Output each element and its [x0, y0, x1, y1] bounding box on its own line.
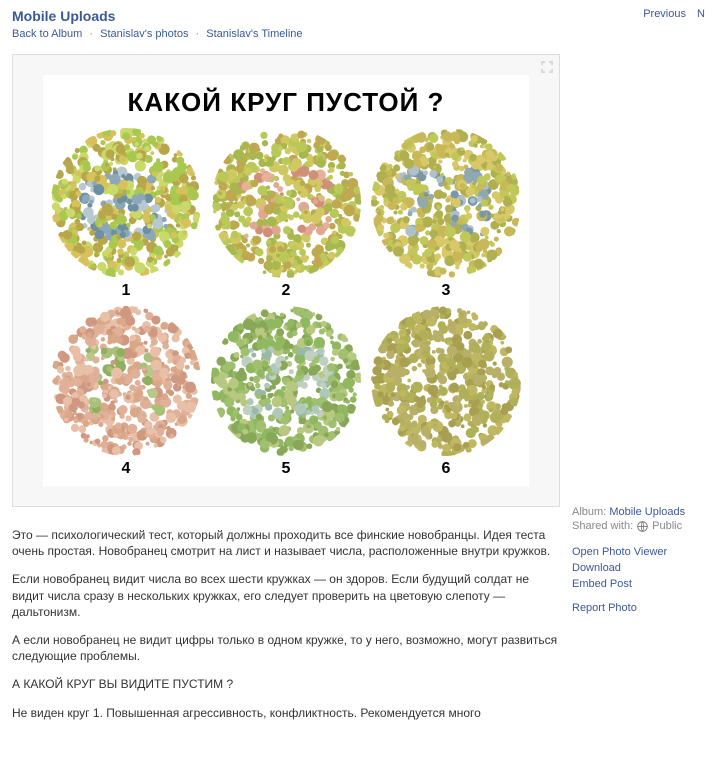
ishihara-grid: 123 456 — [51, 128, 521, 478]
nav-next-link[interactable]: N — [697, 8, 705, 20]
open-photo-viewer-link[interactable]: Open Photo Viewer — [572, 546, 705, 558]
expand-icon[interactable] — [539, 59, 555, 75]
breadcrumb-timeline[interactable]: Stanislav's Timeline — [206, 28, 302, 40]
album-meta: Album: Mobile Uploads — [572, 506, 705, 518]
embed-post-link[interactable]: Embed Post — [572, 578, 705, 590]
photo-card: КАКОЙ КРУГ ПУСТОЙ ? 123 456 — [12, 54, 560, 507]
breadcrumb-sep: · — [89, 28, 93, 40]
plate-circle — [51, 128, 201, 278]
ishihara-plate-2: 2 — [211, 128, 361, 300]
plate-circle — [371, 306, 521, 456]
photo-content: КАКОЙ КРУГ ПУСТОЙ ? 123 456 — [43, 75, 529, 486]
breadcrumb: Back to Album · Stanislav's photos · Sta… — [12, 28, 705, 40]
plate-label: 2 — [211, 282, 361, 300]
plate-circle — [211, 306, 361, 456]
page-title: Mobile Uploads — [12, 8, 705, 24]
photo-sidebar: Album: Mobile Uploads Shared with: Publi… — [572, 46, 705, 745]
breadcrumb-sep: · — [196, 28, 200, 40]
desc-p2: Если новобранец видит числа во всех шест… — [12, 571, 560, 620]
breadcrumb-back[interactable]: Back to Album — [12, 28, 82, 40]
shared-label: Shared with: — [572, 520, 633, 532]
plate-circle — [371, 128, 521, 278]
album-link[interactable]: Mobile Uploads — [609, 506, 685, 518]
ishihara-plate-5: 5 — [211, 306, 361, 478]
report-photo-link[interactable]: Report Photo — [572, 602, 705, 614]
nav-previous-link[interactable]: Previous — [643, 8, 686, 20]
ishihara-plate-3: 3 — [371, 128, 521, 300]
plate-circle — [211, 128, 361, 278]
shared-meta: Shared with: Public — [572, 520, 705, 532]
plate-label: 1 — [51, 282, 201, 300]
figure-title: КАКОЙ КРУГ ПУСТОЙ ? — [51, 87, 521, 118]
download-link[interactable]: Download — [572, 562, 705, 574]
album-label: Album: — [572, 506, 606, 518]
breadcrumb-photos[interactable]: Stanislav's photos — [100, 28, 188, 40]
ishihara-plate-1: 1 — [51, 128, 201, 300]
shared-value: Public — [652, 520, 682, 532]
plate-label: 4 — [51, 460, 201, 478]
desc-p3: А если новобранец не видит цифры только … — [12, 632, 560, 664]
plate-label: 5 — [211, 460, 361, 478]
globe-icon — [637, 521, 648, 532]
plate-label: 6 — [371, 460, 521, 478]
ishihara-plate-6: 6 — [371, 306, 521, 478]
ishihara-plate-4: 4 — [51, 306, 201, 478]
post-description: Это — психологический тест, который долж… — [12, 515, 560, 745]
plate-label: 3 — [371, 282, 521, 300]
plate-circle — [51, 306, 201, 456]
desc-p5: Не виден круг 1. Повышенная агрессивност… — [12, 705, 560, 721]
desc-p1: Это — психологический тест, который долж… — [12, 527, 560, 559]
desc-p4: А КАКОЙ КРУГ ВЫ ВИДИТЕ ПУСТИМ ? — [12, 676, 560, 692]
